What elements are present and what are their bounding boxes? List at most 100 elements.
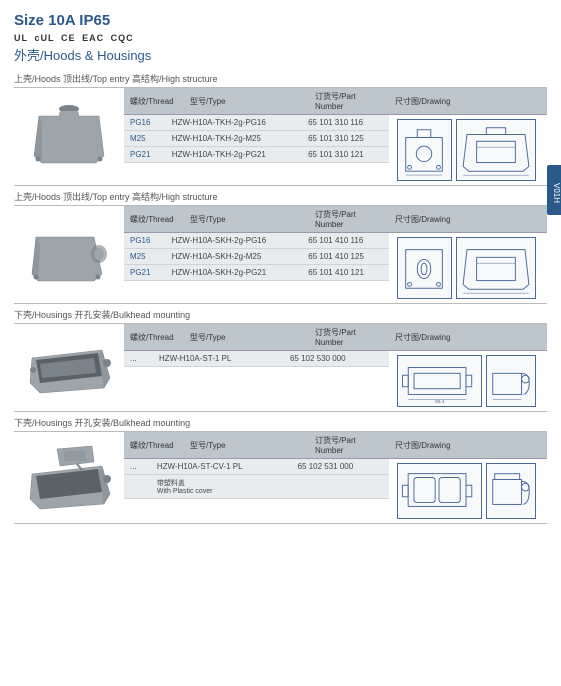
thread-cell: M25 bbox=[124, 249, 166, 265]
catalog-page: Size 10A IP65 UL cUL CE EAC CQC 外壳/Hoods… bbox=[0, 0, 561, 686]
col-type: 型号/Type bbox=[184, 206, 309, 233]
spec-rows: PG16 HZW-H10A-SKH-2g-PG16 65 101 410 116… bbox=[124, 233, 389, 281]
col-type: 型号/Type bbox=[184, 432, 309, 459]
product-image bbox=[22, 330, 117, 405]
section-body: 螺纹/Thread 型号/Type 订货号/Part Number 尺寸图/Dr… bbox=[14, 324, 547, 412]
col-part: 订货号/Part Number bbox=[309, 88, 389, 115]
cert-badge: CQC bbox=[111, 33, 134, 43]
svg-text:65.4: 65.4 bbox=[435, 399, 445, 405]
table-header: 螺纹/Thread 型号/Type 订货号/Part Number 尺寸图/Dr… bbox=[124, 88, 547, 115]
table-row: ... HZW-H10A-ST-CV-1 PL 65 102 531 000 bbox=[124, 459, 389, 475]
product-image bbox=[22, 99, 117, 174]
data-col: 螺纹/Thread 型号/Type 订货号/Part Number 尺寸图/Dr… bbox=[124, 432, 547, 523]
section-title: 上壳/Hoods 顶出线/Top entry 高结构/High structur… bbox=[14, 190, 547, 206]
table-header: 螺纹/Thread 型号/Type 订货号/Part Number 尺寸图/Dr… bbox=[124, 432, 547, 459]
spec-rows: ... HZW-H10A-ST-CV-1 PL 65 102 531 000 带… bbox=[124, 459, 389, 499]
type-cell: HZW-H10A-SKH-2g-PG21 bbox=[166, 265, 303, 281]
section-body: 螺纹/Thread 型号/Type 订货号/Part Number 尺寸图/Dr… bbox=[14, 206, 547, 304]
table-subrow: 带塑料盖With Plastic cover bbox=[124, 475, 389, 499]
col-thread: 螺纹/Thread bbox=[124, 206, 184, 233]
drawing-col bbox=[389, 459, 544, 523]
table-row: PG16 HZW-H10A-SKH-2g-PG16 65 101 410 116 bbox=[124, 233, 389, 249]
data-col: 螺纹/Thread 型号/Type 订货号/Part Number 尺寸图/Dr… bbox=[124, 88, 547, 185]
cert-badge: EAC bbox=[82, 33, 104, 43]
section-title: 上壳/Hoods 顶出线/Top entry 高结构/High structur… bbox=[14, 72, 547, 88]
section: 下壳/Housings 开孔安装/Bulkhead mounting 螺纹/Th… bbox=[14, 308, 547, 412]
certifications: UL cUL CE EAC CQC bbox=[14, 33, 547, 43]
type-cell: HZW-H10A-ST-CV-1 PL bbox=[151, 459, 292, 475]
part-cell: 65 101 410 125 bbox=[302, 249, 389, 265]
spec-table: 螺纹/Thread 型号/Type 订货号/Part Number 尺寸图/Dr… bbox=[124, 432, 547, 459]
drawing-col bbox=[389, 233, 544, 303]
part-cell: 65 101 310 121 bbox=[302, 147, 389, 163]
col-drawing: 尺寸图/Drawing bbox=[389, 324, 547, 351]
data-col: 螺纹/Thread 型号/Type 订货号/Part Number 尺寸图/Dr… bbox=[124, 324, 547, 411]
spec-table: 螺纹/Thread 型号/Type 订货号/Part Number 尺寸图/Dr… bbox=[124, 88, 547, 115]
spec-table: 螺纹/Thread 型号/Type 订货号/Part Number 尺寸图/Dr… bbox=[124, 206, 547, 233]
product-image-col bbox=[14, 88, 124, 185]
thread-cell: PG16 bbox=[124, 233, 166, 249]
product-image-col bbox=[14, 432, 124, 523]
thread-cell: PG21 bbox=[124, 147, 166, 163]
table-row: M25 HZW-H10A-TKH-2g-M25 65 101 310 125 bbox=[124, 131, 389, 147]
page-title: Size 10A IP65 bbox=[14, 12, 547, 29]
cert-badge: UL bbox=[14, 33, 28, 43]
table-row: M25 HZW-H10A-SKH-2g-M25 65 101 410 125 bbox=[124, 249, 389, 265]
col-type: 型号/Type bbox=[184, 324, 309, 351]
type-cell: HZW-H10A-SKH-2g-M25 bbox=[166, 249, 303, 265]
thread-cell: ... bbox=[124, 351, 153, 367]
page-subtitle: 外壳/Hoods & Housings bbox=[14, 45, 547, 64]
thread-cell: ... bbox=[124, 459, 151, 475]
side-tab: V01H bbox=[547, 165, 561, 215]
type-cell: HZW-H10A-TKH-2g-PG21 bbox=[166, 147, 302, 163]
cert-badge: cUL bbox=[35, 33, 55, 43]
col-part: 订货号/Part Number bbox=[309, 324, 389, 351]
col-thread: 螺纹/Thread bbox=[124, 88, 184, 115]
table-header: 螺纹/Thread 型号/Type 订货号/Part Number 尺寸图/Dr… bbox=[124, 206, 547, 233]
section: 下壳/Housings 开孔安装/Bulkhead mounting 螺纹/Th… bbox=[14, 416, 547, 524]
col-drawing: 尺寸图/Drawing bbox=[389, 206, 547, 233]
drawing-col bbox=[389, 115, 544, 185]
thread-cell: PG21 bbox=[124, 265, 166, 281]
spec-rows: PG16 HZW-H10A-TKH-2g-PG16 65 101 310 116… bbox=[124, 115, 389, 163]
type-cell: HZW-H10A-SKH-2g-PG16 bbox=[166, 233, 303, 249]
col-thread: 螺纹/Thread bbox=[124, 324, 184, 351]
section: 上壳/Hoods 顶出线/Top entry 高结构/High structur… bbox=[14, 190, 547, 304]
part-cell: 65 102 531 000 bbox=[292, 459, 389, 475]
section: 上壳/Hoods 顶出线/Top entry 高结构/High structur… bbox=[14, 72, 547, 186]
col-drawing: 尺寸图/Drawing bbox=[389, 432, 547, 459]
part-cell: 65 101 410 121 bbox=[302, 265, 389, 281]
cert-badge: CE bbox=[61, 33, 76, 43]
type-cell: HZW-H10A-ST-1 PL bbox=[153, 351, 284, 367]
product-image bbox=[22, 217, 117, 292]
table-row: ... HZW-H10A-ST-1 PL 65 102 530 000 bbox=[124, 351, 389, 367]
table-row: PG16 HZW-H10A-TKH-2g-PG16 65 101 310 116 bbox=[124, 115, 389, 131]
spec-table: 螺纹/Thread 型号/Type 订货号/Part Number 尺寸图/Dr… bbox=[124, 324, 547, 351]
type-cell: HZW-H10A-TKH-2g-M25 bbox=[166, 131, 302, 147]
col-type: 型号/Type bbox=[184, 88, 309, 115]
section-title: 下壳/Housings 开孔安装/Bulkhead mounting bbox=[14, 308, 547, 324]
section-body: 螺纹/Thread 型号/Type 订货号/Part Number 尺寸图/Dr… bbox=[14, 432, 547, 524]
product-image-col bbox=[14, 324, 124, 411]
thread-cell: M25 bbox=[124, 131, 166, 147]
col-thread: 螺纹/Thread bbox=[124, 432, 184, 459]
section-body: 螺纹/Thread 型号/Type 订货号/Part Number 尺寸图/Dr… bbox=[14, 88, 547, 186]
table-header: 螺纹/Thread 型号/Type 订货号/Part Number 尺寸图/Dr… bbox=[124, 324, 547, 351]
part-cell: 65 101 310 125 bbox=[302, 131, 389, 147]
product-image-col bbox=[14, 206, 124, 303]
part-cell: 65 101 310 116 bbox=[302, 115, 389, 131]
col-drawing: 尺寸图/Drawing bbox=[389, 88, 547, 115]
subrow-text: 带塑料盖With Plastic cover bbox=[151, 475, 292, 499]
section-title: 下壳/Housings 开孔安装/Bulkhead mounting bbox=[14, 416, 547, 432]
table-row: PG21 HZW-H10A-SKH-2g-PG21 65 101 410 121 bbox=[124, 265, 389, 281]
drawing-col: 65.4 bbox=[389, 351, 544, 411]
part-cell: 65 101 410 116 bbox=[302, 233, 389, 249]
part-cell: 65 102 530 000 bbox=[284, 351, 389, 367]
col-part: 订货号/Part Number bbox=[309, 432, 389, 459]
table-row: PG21 HZW-H10A-TKH-2g-PG21 65 101 310 121 bbox=[124, 147, 389, 163]
data-col: 螺纹/Thread 型号/Type 订货号/Part Number 尺寸图/Dr… bbox=[124, 206, 547, 303]
product-image bbox=[22, 440, 117, 515]
col-part: 订货号/Part Number bbox=[309, 206, 389, 233]
spec-rows: ... HZW-H10A-ST-1 PL 65 102 530 000 bbox=[124, 351, 389, 367]
type-cell: HZW-H10A-TKH-2g-PG16 bbox=[166, 115, 302, 131]
